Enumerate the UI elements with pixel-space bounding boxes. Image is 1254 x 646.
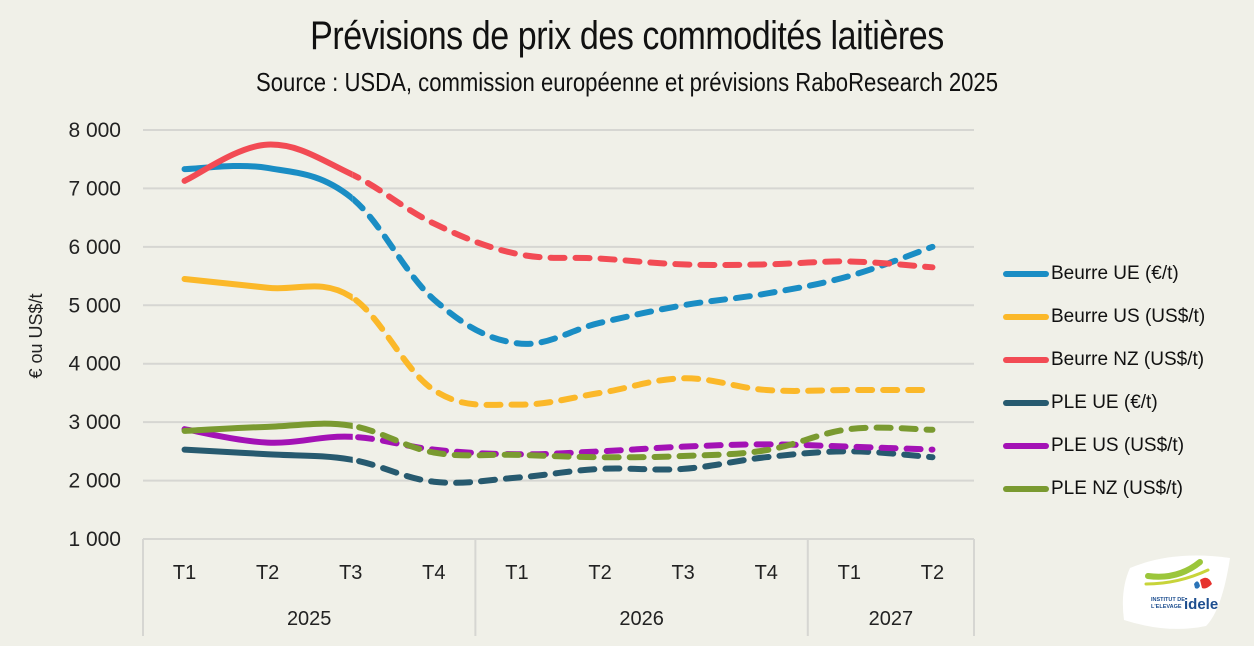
logo-text-line1: INSTITUT DE — [1151, 597, 1185, 603]
series-line-actual — [181, 426, 353, 446]
legend-item: Beurre UE (€/t) — [1003, 252, 1205, 295]
logo-text-line2: L'ELEVAGE — [1151, 604, 1182, 610]
y-axis-label: € ou US$/t — [26, 293, 46, 378]
x-tick-label: T4 — [755, 562, 778, 584]
x-tick-label: T2 — [256, 562, 279, 584]
legend-swatch — [1003, 270, 1049, 277]
idele-logo: INSTITUT DE L'ELEVAGE idele — [1118, 550, 1238, 632]
series-line-actual — [181, 162, 353, 203]
x-tick-label: T2 — [921, 562, 944, 584]
x-axis: T1 T2 T3 T4 T1 T2 T3 T4 T1 T2 2025 2026 2027 — [142, 539, 975, 636]
x-tick-label: T1 — [838, 562, 861, 584]
series-line-actual — [181, 141, 353, 184]
legend-label: Beurre UE (€/t) — [1051, 262, 1179, 284]
logo-shape — [1122, 555, 1230, 629]
y-tick-label: 7 000 — [68, 177, 121, 200]
x-tick-label: T1 — [173, 562, 196, 584]
x-group-label: 2026 — [619, 608, 664, 630]
y-tick-label: 8 000 — [68, 119, 121, 142]
series-line-forecast — [352, 195, 936, 347]
chart-title: Prévisions de prix des commodités laitiè… — [310, 14, 944, 58]
y-tick-label: 5 000 — [68, 294, 121, 317]
legend-item: PLE NZ (US$/t) — [1003, 467, 1205, 510]
series-beurre-us-us-t — [181, 275, 936, 408]
legend-label: PLE UE (€/t) — [1051, 391, 1158, 413]
series-ple-nz-us-t — [181, 420, 936, 461]
logo-brand: idele — [1184, 596, 1218, 613]
x-tick-label: T2 — [588, 562, 611, 584]
x-tick-label: T1 — [505, 562, 528, 584]
y-tick-label: 1 000 — [68, 528, 121, 551]
legend-item: Beurre NZ (US$/t) — [1003, 338, 1205, 381]
legend-label: PLE US (US$/t) — [1051, 434, 1185, 456]
series-line-actual — [181, 420, 353, 434]
legend-label: Beurre US (US$/t) — [1051, 305, 1206, 327]
x-tick-label: T3 — [671, 562, 694, 584]
y-tick-label: 4 000 — [68, 353, 121, 376]
logo-blue-drop — [1194, 581, 1200, 589]
legend-swatch — [1003, 442, 1049, 449]
legend-label: Beurre NZ (US$/t) — [1051, 348, 1205, 370]
x-group-label: 2027 — [869, 608, 914, 630]
x-group-label: 2025 — [287, 608, 332, 630]
series-line-actual — [181, 275, 353, 302]
legend-label: PLE NZ (US$/t) — [1051, 477, 1183, 499]
x-tick-label: T4 — [422, 562, 445, 584]
legend: Beurre UE (€/t) Beurre US (US$/t) Beurre N… — [1003, 252, 1205, 510]
series-ple-ue-t — [181, 446, 936, 486]
logo-swoosh — [1145, 559, 1203, 580]
series-line-actual — [181, 446, 353, 463]
chart-subtitle: Source : USDA, commission européenne et … — [256, 67, 998, 97]
legend-swatch — [1003, 485, 1049, 492]
legend-swatch — [1003, 399, 1049, 406]
series-line-forecast — [352, 171, 936, 271]
y-tick-label: 6 000 — [68, 236, 121, 259]
logo-swoosh-2 — [1144, 568, 1210, 586]
series-beurre-nz-us-t — [181, 141, 936, 271]
legend-item: PLE US (US$/t) — [1003, 424, 1205, 467]
y-tick-label: 2 000 — [68, 470, 121, 493]
x-tick-label: T3 — [339, 562, 362, 584]
legend-swatch — [1003, 313, 1049, 320]
y-tick-label: 3 000 — [68, 411, 121, 434]
legend-item: PLE UE (€/t) — [1003, 381, 1205, 424]
series-line-forecast — [352, 422, 936, 461]
legend-item: Beurre US (US$/t) — [1003, 295, 1205, 338]
gridlines — [143, 129, 974, 540]
y-axis-ticks: 1 000 2 000 3 000 4 000 5 000 6 000 7 000 8 000 — [68, 119, 121, 551]
legend-swatch — [1003, 356, 1049, 363]
series-line-forecast — [352, 294, 936, 408]
series-lines — [181, 141, 936, 486]
series-beurre-ue-t — [181, 162, 936, 347]
series-line-forecast — [352, 448, 936, 486]
logo-red-mark — [1200, 577, 1212, 589]
